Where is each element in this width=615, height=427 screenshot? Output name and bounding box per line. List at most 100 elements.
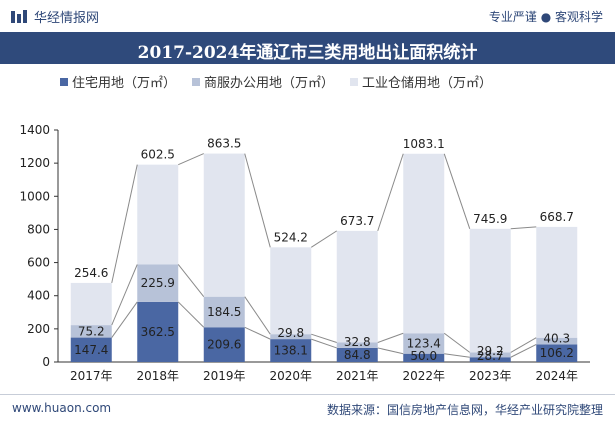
- x-tick-label: 2024年: [535, 369, 578, 383]
- legend-swatch-commercial: [192, 77, 201, 86]
- x-tick-label: 2022年: [402, 369, 445, 383]
- data-label: 524.2: [274, 230, 308, 244]
- y-tick-label: 600: [27, 256, 50, 270]
- bar-segment: [536, 337, 578, 345]
- data-label: 362.5: [141, 325, 175, 339]
- series-connector-line: [443, 153, 471, 229]
- legend-label-residential: 住宅用地（万㎡）: [72, 76, 177, 91]
- y-tick-label: 1200: [19, 156, 50, 170]
- bar-segment: [403, 153, 445, 334]
- series-connector-line: [377, 153, 404, 232]
- data-label: 29.8: [277, 326, 304, 340]
- y-tick-label: 800: [27, 222, 50, 236]
- series-connector-line: [177, 301, 205, 328]
- top-bar: 华经情报网 专业严谨 ● 客观科学: [0, 0, 615, 32]
- bar-segment: [469, 357, 511, 362]
- series-connector-line: [244, 296, 271, 335]
- data-label: 29.2: [477, 344, 504, 358]
- brand: 华经情报网: [10, 7, 99, 26]
- legend-label-industrial: 工业仓储用地（万㎡）: [362, 76, 493, 91]
- bar-segment: [536, 226, 578, 338]
- data-label: 123.4: [407, 336, 441, 350]
- data-label: 32.8: [344, 335, 371, 349]
- bar-segment: [270, 339, 312, 362]
- legend: 住宅用地（万㎡） 商服办公用地（万㎡） 工业仓储用地（万㎡）: [60, 72, 492, 91]
- data-label: 209.6: [207, 338, 241, 352]
- series-connector-line: [311, 333, 337, 343]
- series-connector-line: [377, 332, 404, 343]
- data-label: 84.8: [344, 348, 371, 362]
- bar-segment: [469, 352, 511, 358]
- y-tick-label: 1400: [19, 123, 50, 137]
- footer-divider: [0, 394, 615, 395]
- legend-label-commercial: 商服办公用地（万㎡）: [204, 76, 335, 91]
- bar-segment: [270, 247, 312, 335]
- chart-title: 2017-2024年通辽市三类用地出让面积统计: [137, 43, 478, 63]
- bar-segment: [203, 296, 245, 328]
- legend-swatch-industrial: [350, 77, 359, 86]
- series-connector-line: [510, 343, 537, 358]
- bar-segment: [137, 164, 179, 265]
- series-connector-line: [111, 264, 138, 326]
- x-tick-label: 2020年: [269, 369, 312, 383]
- series-connector-line: [244, 153, 271, 248]
- series-connector-line: [310, 230, 338, 248]
- series-connector-line: [444, 353, 470, 358]
- data-source: 数据来源：国信房地产信息网，华经产业研究院整理: [326, 403, 603, 417]
- data-label: 863.5: [207, 137, 241, 151]
- bar-segment: [137, 264, 179, 302]
- series-connector-line: [510, 337, 537, 353]
- bar-segment: [536, 344, 578, 362]
- bar-segment: [70, 325, 112, 338]
- data-label: 602.5: [141, 148, 175, 162]
- series-connector-line: [377, 347, 404, 355]
- title-bar: [0, 32, 615, 64]
- legend-item-commercial: 商服办公用地（万㎡）: [192, 72, 334, 91]
- bar-segment: [70, 337, 112, 362]
- series-connector-line: [443, 332, 471, 353]
- data-label: 1083.1: [403, 137, 445, 151]
- bar-segment: [336, 342, 378, 348]
- data-label: 40.3: [543, 331, 570, 345]
- y-tick-label: 1000: [19, 189, 50, 203]
- bar-segment: [137, 301, 179, 362]
- chart-area: 0 200 400 600 800 1000 1200 1400 147.4 362.5 209.6…: [19, 123, 590, 383]
- data-label: 75.2: [78, 325, 105, 339]
- series-connector-line: [111, 301, 138, 338]
- data-label: 745.9: [473, 212, 507, 226]
- slogan: 专业严谨 ● 客观科学: [488, 10, 603, 24]
- bar-segment: [403, 333, 445, 354]
- x-tick-label: 2019年: [203, 369, 246, 383]
- bar-segment: [336, 347, 378, 362]
- legend-item-residential: 住宅用地（万㎡）: [60, 72, 176, 91]
- data-label: 50.0: [410, 349, 437, 363]
- bar-segment: [403, 353, 445, 362]
- data-label: 673.7: [340, 214, 374, 228]
- data-label: 147.4: [74, 343, 108, 357]
- bar-segment: [70, 282, 112, 326]
- y-tick-label: 200: [27, 322, 50, 336]
- brand-logo-icon: [11, 9, 27, 23]
- series-connector-line: [244, 326, 271, 340]
- brand-name: 华经情报网: [34, 11, 100, 26]
- data-label: 28.7: [477, 349, 504, 363]
- y-tick-label: 0: [42, 355, 50, 369]
- data-label: 106.2: [540, 346, 574, 360]
- data-label: 254.6: [74, 266, 108, 280]
- bar-segment: [469, 228, 511, 353]
- x-tick-label: 2023年: [469, 369, 512, 383]
- bar-segment: [203, 153, 245, 297]
- data-label: 138.1: [274, 344, 308, 358]
- bar-segment: [203, 327, 245, 362]
- legend-item-industrial: 工业仓储用地（万㎡）: [350, 72, 492, 91]
- series-connector-line: [111, 164, 138, 284]
- x-tick-label: 2018年: [136, 369, 179, 383]
- data-label: 184.5: [207, 305, 241, 319]
- series-connector-line: [177, 264, 205, 298]
- site-url: www.huaon.com: [12, 401, 112, 415]
- data-label: 225.9: [141, 276, 175, 290]
- series-connector-line: [178, 153, 204, 166]
- x-tick-label: 2017年: [70, 369, 113, 383]
- y-tick-label: 400: [27, 289, 50, 303]
- series-connector-line: [311, 338, 337, 349]
